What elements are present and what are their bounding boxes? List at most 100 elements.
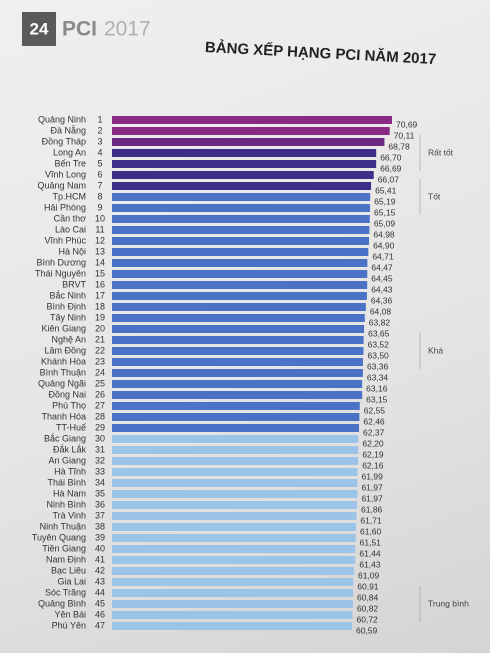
province-label: BRVT <box>62 279 86 289</box>
rank-label: 41 <box>95 554 105 564</box>
bar <box>112 138 385 146</box>
bar <box>112 149 377 157</box>
rank-label: 19 <box>95 312 105 322</box>
rank-label: 8 <box>97 191 102 201</box>
value-label: 66,07 <box>378 174 400 184</box>
rank-label: 40 <box>95 543 105 553</box>
rank-label: 27 <box>95 400 105 410</box>
value-label: 62,37 <box>363 427 385 437</box>
rank-label: 18 <box>95 301 105 311</box>
rank-label: 34 <box>95 477 105 487</box>
bar <box>112 270 368 278</box>
rank-label: 17 <box>95 290 105 300</box>
bar <box>112 259 368 267</box>
brand: PCI <box>62 18 97 41</box>
rank-label: 6 <box>97 169 102 179</box>
value-label: 63,34 <box>367 372 389 382</box>
province-label: Bạc Liêu <box>51 565 86 575</box>
province-label: Lâm Đồng <box>44 345 86 355</box>
rank-label: 16 <box>95 279 105 289</box>
value-label: 70,11 <box>394 130 415 140</box>
bar <box>112 204 371 212</box>
rank-label: 21 <box>95 334 105 344</box>
bar <box>112 226 370 234</box>
rank-label: 4 <box>97 147 102 157</box>
bar <box>112 325 365 333</box>
rank-label: 14 <box>95 257 105 267</box>
rank-label: 5 <box>97 158 102 168</box>
rank-label: 12 <box>95 235 105 245</box>
province-label: Hà Nam <box>53 488 86 498</box>
bar <box>112 237 370 245</box>
rank-label: 42 <box>95 565 105 575</box>
rank-label: 3 <box>97 136 102 146</box>
bar <box>112 160 377 168</box>
value-label: 61,09 <box>358 570 380 580</box>
value-label: 60,59 <box>356 625 378 635</box>
rank-label: 29 <box>95 422 105 432</box>
value-label: 60,91 <box>357 581 379 591</box>
province-label: Yên Bái <box>54 609 86 619</box>
rank-label: 7 <box>97 180 102 190</box>
province-label: Bắc Giang <box>44 433 86 443</box>
province-label: Kiên Giang <box>41 323 86 333</box>
rank-label: 47 <box>95 620 105 630</box>
value-label: 66,69 <box>380 163 402 173</box>
bar <box>112 402 360 410</box>
bar <box>112 248 369 256</box>
province-label: Thái Nguyên <box>35 268 86 278</box>
bar <box>112 380 363 388</box>
bar <box>112 534 356 542</box>
province-label: Phú Yên <box>52 620 86 630</box>
value-label: 70,69 <box>396 119 418 129</box>
bar <box>112 215 370 223</box>
rank-label: 35 <box>95 488 105 498</box>
province-label: Vĩnh Long <box>45 169 86 179</box>
province-label: Gia Lai <box>57 576 86 586</box>
province-label: Bắc Ninh <box>49 290 86 300</box>
rank-label: 38 <box>95 521 105 531</box>
bar <box>112 435 359 443</box>
bar <box>112 193 371 201</box>
value-label: 65,41 <box>375 185 397 195</box>
province-label: Nam Định <box>46 554 86 564</box>
bar <box>112 369 363 377</box>
group-label: Trung bình <box>428 598 469 608</box>
value-label: 60,82 <box>357 603 379 613</box>
value-label: 62,19 <box>362 449 384 459</box>
rank-label: 26 <box>95 389 105 399</box>
province-label: Tp.HCM <box>53 191 87 201</box>
value-label: 63,52 <box>368 339 390 349</box>
rank-label: 28 <box>95 411 105 421</box>
bar <box>112 512 357 520</box>
province-label: Nghệ An <box>51 334 86 344</box>
rank-label: 44 <box>95 587 105 597</box>
value-label: 61,43 <box>359 559 381 569</box>
chart-title: BẢNG XẾP HẠNG PCI NĂM 2017 <box>205 39 437 68</box>
bar <box>112 303 366 311</box>
rank-label: 11 <box>95 224 104 234</box>
value-label: 61,97 <box>361 482 383 492</box>
page-number-box <box>22 12 56 46</box>
rank-label: 25 <box>95 378 105 388</box>
value-label: 64,43 <box>371 284 393 294</box>
value-label: 64,36 <box>371 295 393 305</box>
rank-label: 33 <box>95 466 105 476</box>
province-label: An Giang <box>48 455 86 465</box>
rank-label: 31 <box>95 444 105 454</box>
value-label: 61,97 <box>361 493 383 503</box>
bar <box>112 468 358 476</box>
province-label: Ninh Bình <box>46 499 86 509</box>
bar <box>112 578 354 586</box>
bar <box>112 182 372 190</box>
bar <box>112 171 374 179</box>
value-label: 64,90 <box>373 240 395 250</box>
province-label: Tây Ninh <box>50 312 86 322</box>
value-label: 61,86 <box>361 504 383 514</box>
bar <box>112 523 356 531</box>
province-label: Đồng Tháp <box>42 136 86 146</box>
province-label: Bình Định <box>46 301 86 311</box>
value-label: 64,71 <box>372 251 394 261</box>
rank-label: 13 <box>95 246 105 256</box>
